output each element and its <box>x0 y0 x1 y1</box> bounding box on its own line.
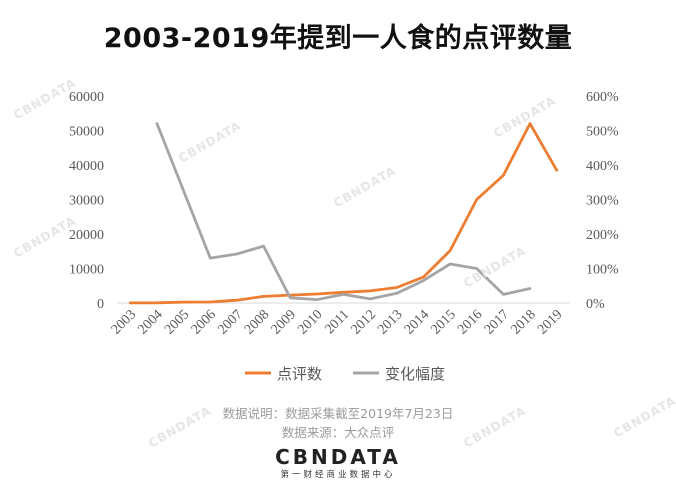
x-tick-label: 2012 <box>349 307 379 337</box>
chart-title: 2003-2019年提到一人食的点评数量 <box>103 23 573 54</box>
y-left-tick-label: 30000 <box>69 194 104 209</box>
x-tick-label: 2014 <box>402 307 432 337</box>
y-right-tick-label: 100% <box>586 263 619 278</box>
series-line-2 <box>155 122 532 302</box>
brand-logo-block: CBNDATA 第一财经商业数据中心 <box>0 445 676 481</box>
x-tick-label: 2003 <box>109 307 139 337</box>
x-tick-label: 2009 <box>269 307 299 337</box>
brand-subtitle: 第一财经商业数据中心 <box>280 470 396 480</box>
y-right-tick-label: 600% <box>586 90 619 105</box>
y-right-tick-label: 200% <box>586 228 619 243</box>
x-tick-label: 2008 <box>242 307 272 337</box>
y-right-tick-label: 500% <box>586 125 619 140</box>
x-axis: 2003200420052006200720082009201020112012… <box>109 307 566 337</box>
x-tick-label: 2016 <box>455 307 485 337</box>
y-left-tick-label: 10000 <box>69 263 104 278</box>
x-tick-label: 2010 <box>295 307 325 337</box>
y-left-tick-label: 0 <box>97 297 104 312</box>
y-axis-left: 0 10000 20000 30000 40000 50000 60000 <box>69 90 104 312</box>
y-left-tick-label: 40000 <box>69 159 104 174</box>
x-tick-label: 2015 <box>429 307 459 337</box>
y-axis-right: 0% 100% 200% 300% 400% 500% 600% <box>586 90 619 312</box>
y-left-tick-label: 50000 <box>69 125 104 140</box>
data-source: 数据来源：大众点评 <box>281 425 395 440</box>
x-tick-label: 2019 <box>535 307 565 337</box>
legend-label: 变化幅度 <box>385 365 445 383</box>
x-tick-label: 2004 <box>135 307 165 337</box>
y-left-tick-label: 60000 <box>69 90 104 105</box>
x-tick-label: 2017 <box>482 307 512 337</box>
line-chart: 0 10000 20000 30000 40000 50000 60000 0% 100% 20… <box>69 90 619 383</box>
x-tick-label: 2007 <box>215 307 245 337</box>
x-tick-label: 2005 <box>162 307 192 337</box>
data-note: 数据说明：数据采集截至2019年7月23日 <box>222 406 454 421</box>
x-tick-label: 2018 <box>508 307 538 337</box>
x-tick-label: 2006 <box>189 307 219 337</box>
y-right-tick-label: 0% <box>586 297 605 312</box>
brand-logo: CBNDATA <box>275 445 401 469</box>
legend: 点评数 变化幅度 <box>245 365 445 383</box>
y-left-tick-label: 20000 <box>69 228 104 243</box>
y-right-tick-label: 300% <box>586 194 619 209</box>
series-group <box>128 122 559 305</box>
legend-label: 点评数 <box>277 365 322 383</box>
x-tick-label: 2011 <box>322 307 352 337</box>
x-tick-label: 2013 <box>375 307 405 337</box>
y-right-tick-label: 400% <box>586 159 619 174</box>
series-line-1 <box>128 122 559 305</box>
